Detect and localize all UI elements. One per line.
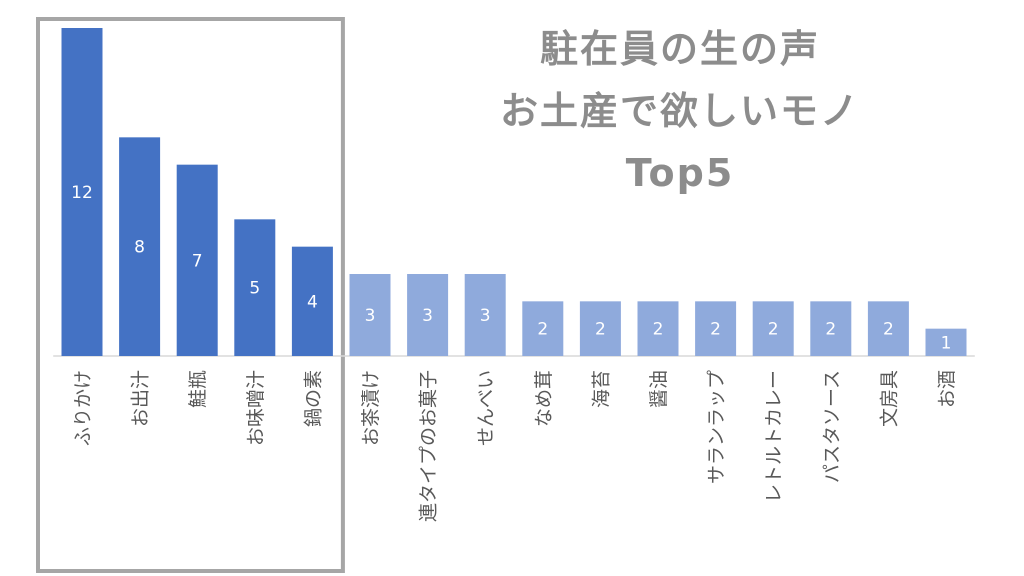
- data-label: 12: [71, 183, 93, 203]
- bar-1: [61, 28, 103, 356]
- data-label: 4: [307, 292, 318, 312]
- bar-14: [810, 301, 852, 356]
- data-label: 2: [537, 320, 548, 340]
- bar-5: [291, 246, 333, 356]
- category-label: サランラップ: [706, 370, 728, 484]
- data-label: 3: [365, 306, 376, 326]
- category-label: 連タイプのお菓子: [418, 370, 440, 522]
- category-label: レトルトカレー: [763, 370, 785, 503]
- category-label: なめ茸: [533, 370, 555, 427]
- title-line-3: Top5: [625, 151, 735, 195]
- category-label: 醤油: [648, 370, 670, 408]
- data-label: 2: [653, 320, 664, 340]
- data-label: 2: [710, 320, 721, 340]
- category-label: 鍋の素: [302, 370, 324, 427]
- category-label: 文房具: [878, 370, 900, 427]
- category-label: 鮭瓶: [187, 370, 209, 408]
- data-label: 8: [134, 238, 145, 258]
- bar-13: [752, 301, 794, 356]
- data-label: 2: [595, 320, 606, 340]
- category-label: お出汁: [130, 370, 152, 427]
- bar-16: [925, 328, 967, 356]
- data-label: 3: [480, 306, 491, 326]
- bar-12: [695, 301, 737, 356]
- data-label: 2: [883, 320, 894, 340]
- data-label: 2: [825, 320, 836, 340]
- category-label: お茶漬け: [360, 370, 382, 446]
- category-label: せんべい: [475, 370, 497, 446]
- bar-11: [637, 301, 679, 356]
- bar-4: [234, 219, 276, 356]
- bar-8: [464, 274, 506, 356]
- title-line-1: 駐在員の生の声: [539, 27, 820, 71]
- category-label: お味噌汁: [245, 370, 267, 446]
- data-label: 1: [941, 333, 952, 353]
- title-line-2: お土産で欲しいモノ: [499, 89, 860, 133]
- category-label: ふりかけ: [72, 370, 94, 446]
- data-label: 3: [422, 306, 433, 326]
- top5-highlight-box: [36, 17, 345, 573]
- bar-7: [407, 274, 449, 356]
- data-label: 5: [249, 279, 260, 299]
- bar-10: [579, 301, 621, 356]
- category-label: 海苔: [590, 370, 612, 408]
- chart-title: 駐在員の生の声 お土産で欲しいモノ Top5: [440, 18, 920, 204]
- bar-15: [867, 301, 909, 356]
- category-label: パスタソース: [821, 370, 843, 483]
- data-label: 7: [192, 251, 203, 271]
- bar-2: [119, 137, 161, 356]
- bar-3: [176, 164, 218, 356]
- data-label: 2: [768, 320, 779, 340]
- bar-9: [522, 301, 564, 356]
- category-label: お酒: [936, 370, 958, 408]
- bar-6: [349, 274, 391, 356]
